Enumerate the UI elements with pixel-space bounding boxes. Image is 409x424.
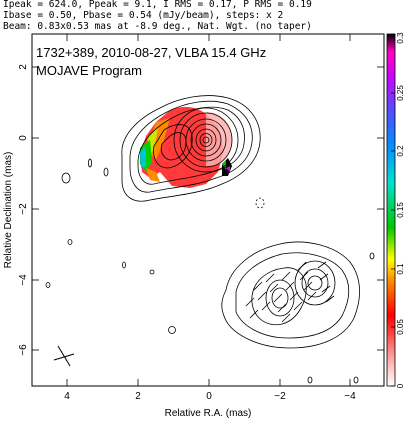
y-tick-label: 2 bbox=[18, 64, 29, 70]
x-tick-label: −4 bbox=[344, 391, 356, 402]
core-jet-contours bbox=[121, 95, 261, 202]
colorbar-tick-label: 0.25 bbox=[396, 85, 405, 101]
beam-symbol bbox=[53, 345, 75, 367]
y-tick-label: −2 bbox=[18, 203, 29, 215]
y-axis-label: Relative Declination (mas) bbox=[3, 152, 14, 269]
colorbar-tick-label: 0.05 bbox=[396, 319, 405, 335]
x-axis-label: Relative R.A. (mas) bbox=[165, 408, 252, 419]
colorbar-tick-label: 0 bbox=[396, 383, 405, 388]
header-beam-line: Beam: 0.83x0.53 mas at -8.9 deg., Nat. W… bbox=[3, 21, 312, 32]
y-tick-label: 0 bbox=[18, 135, 29, 141]
noise-contours bbox=[45, 158, 375, 384]
x-tick-label: 4 bbox=[64, 391, 70, 402]
colorbar-tick-label: 0.1 bbox=[396, 263, 405, 275]
y-tick-label: −4 bbox=[18, 274, 29, 286]
plot-frame bbox=[31, 33, 385, 387]
x-tick-label: 0 bbox=[206, 391, 212, 402]
colorbar-tick-label: 0.15 bbox=[396, 202, 405, 218]
map-content bbox=[45, 95, 375, 384]
polarization-vectors bbox=[245, 261, 335, 323]
plot-subtitle: MOJAVE Program bbox=[36, 63, 142, 78]
colorbar-tick-label: 0.3 bbox=[396, 32, 405, 44]
header-peak-rms-line: Ipeak = 624.0, Ppeak = 9.1, I RMS = 0.17… bbox=[3, 0, 312, 10]
y-tick-label: −6 bbox=[18, 344, 29, 356]
plot-title: 1732+389, 2010-08-27, VLBA 15.4 GHz bbox=[36, 45, 266, 60]
header-base-levels-line: Ibase = 0.50, Pbase = 0.54 (mJy/beam), s… bbox=[3, 10, 284, 21]
colorbar-ticks bbox=[391, 33, 395, 387]
outer-jet-contours bbox=[221, 241, 360, 349]
colorbar-tick-labels: 0 0.05 0.1 0.15 0.2 0.25 0.3 bbox=[396, 32, 405, 388]
x-tick-label: 2 bbox=[135, 391, 141, 402]
y-tick-labels: 2 0 −2 −4 −6 bbox=[18, 64, 29, 356]
axis-ticks bbox=[32, 34, 384, 386]
x-tick-label: −2 bbox=[274, 391, 286, 402]
x-tick-labels: 4 2 0 −2 −4 bbox=[64, 391, 356, 402]
colorbar-tick-label: 0.2 bbox=[396, 145, 405, 157]
map-header: Ipeak = 624.0, Ppeak = 9.1, I RMS = 0.17… bbox=[0, 0, 409, 34]
